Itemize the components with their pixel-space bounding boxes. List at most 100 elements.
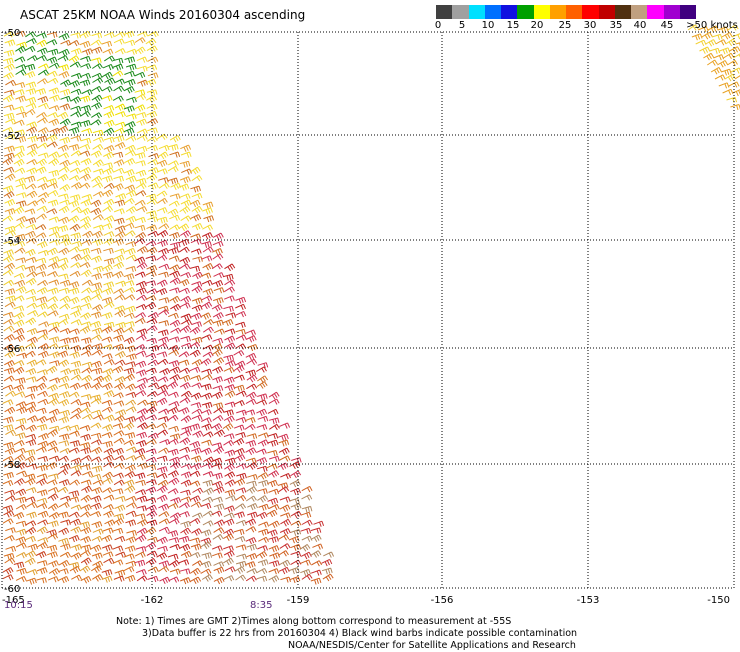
wind-barb [134,46,146,55]
wind-barb [247,503,258,511]
wind-barb [27,143,39,151]
wind-barb [190,392,202,400]
wind-barb [310,577,322,585]
wind-barb [15,528,27,536]
wind-barb [4,350,16,359]
wind-barb [310,527,322,534]
wind-barb [201,462,213,469]
wind-barb [5,295,16,303]
wind-barb [35,359,47,366]
wind-barb [112,183,124,191]
wind-barb [180,415,192,423]
wind-barb [25,256,37,263]
note-line-1: Note: 1) Times are GMT 2)Times along bot… [116,616,512,627]
wind-barb [79,521,91,529]
wind-barb [192,256,203,263]
wind-barb [80,105,92,112]
wind-barb [224,449,236,457]
wind-barb [279,528,291,536]
lon-label: -153 [577,595,600,606]
wind-barb [180,144,192,152]
wind-barb [223,533,234,541]
wind-barb [279,543,291,550]
wind-barb [191,304,203,312]
wind-barb [179,568,191,575]
wind-barb [135,312,147,319]
wind-barb [2,567,14,575]
wind-barb [180,215,192,222]
wind-barb [69,382,81,391]
wind-barb [36,497,48,504]
wind-barb [135,112,147,119]
wind-barb [47,296,59,303]
wind-barb [48,87,60,95]
wind-barb [58,313,70,320]
wind-barb [157,239,168,247]
wind-barb [91,293,103,301]
wind-barb [115,551,127,558]
wind-barb [713,54,725,61]
wind-barb [37,489,48,497]
wind-barb [46,141,58,148]
wind-barb [279,455,291,462]
wind-barb [725,38,737,47]
wind-barb [68,391,80,398]
wind-barb [47,262,59,270]
lon-label: -150 [707,595,730,606]
wind-barb [124,78,136,86]
wind-barb [279,496,291,503]
wind-barb [59,279,71,287]
wind-barb [2,505,14,513]
wind-barb [136,65,148,72]
colorbar-segment [549,5,566,19]
wind-barb [112,472,124,479]
wind-barb [321,567,333,575]
wind-barb [158,336,170,344]
wind-barb [145,448,157,455]
wind-barb [267,433,279,440]
wind-barb [146,325,158,332]
wind-barb [268,575,280,583]
wind-barb [223,518,235,526]
wind-barb [200,502,212,509]
wind-barb [70,398,82,406]
wind-barb [158,329,169,337]
wind-barb [158,182,170,189]
wind-barb [223,366,235,374]
wind-barb [102,471,114,480]
wind-barb [13,311,25,320]
wind-barb [103,301,115,308]
wind-barb [79,326,91,334]
wind-barb [102,527,114,534]
wind-barb [46,529,58,537]
wind-barb [125,519,137,527]
wind-barb [125,560,137,567]
wind-barb [279,422,291,429]
wind-barb [25,217,37,225]
wind-barb [146,224,158,232]
wind-barb [79,464,91,471]
wind-barb [38,343,50,351]
wind-barb [35,232,47,239]
wind-barb [136,505,147,512]
wind-barb [68,287,80,295]
wind-barb [169,366,181,374]
wind-barb [136,118,148,126]
wind-barb [258,432,269,439]
wind-barb [212,232,224,241]
wind-barb [15,520,27,527]
wind-barb [730,104,740,111]
wind-barb [225,360,236,368]
wind-barb [169,264,181,272]
wind-barb [145,280,157,287]
wind-barb [180,550,192,559]
wind-barb [80,222,92,230]
wind-barb [134,472,146,480]
wind-barb [59,391,70,399]
wind-barb [146,400,158,408]
wind-barb [258,521,270,528]
wind-barb [290,529,302,537]
lat-lon-grid [1,31,735,589]
wind-barb [135,190,147,197]
wind-barb [103,119,115,128]
